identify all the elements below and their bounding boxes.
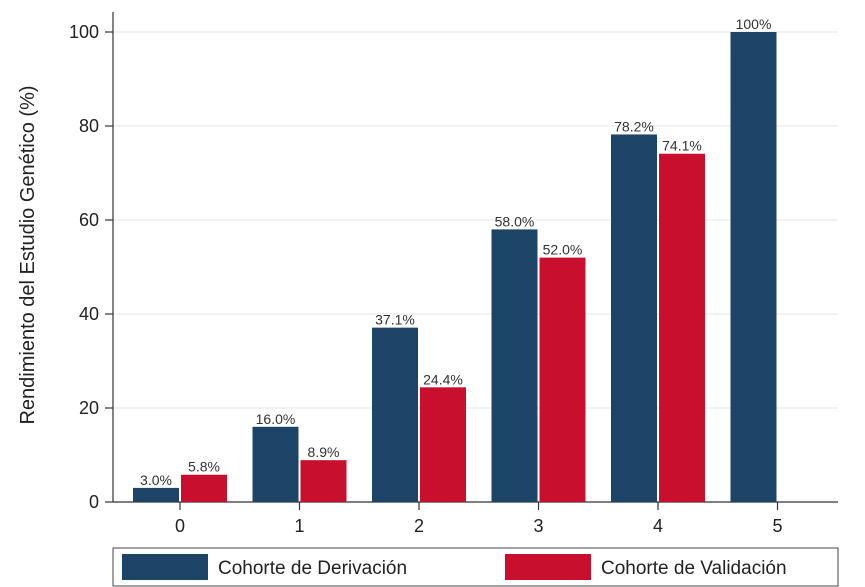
bar-validacion [420,387,466,502]
gridlines [113,31,838,409]
bars [133,32,777,503]
y-tick-label: 20 [79,398,99,418]
legend-swatch-validacion [505,554,591,580]
y-tick-label: 80 [79,116,99,136]
bar-validacion [300,460,347,502]
legend-swatch-derivacion [122,554,208,580]
x-tick-label: 3 [533,516,543,536]
bar-validacion [539,257,586,502]
data-label: 37.1% [375,312,415,328]
data-label: 8.9% [308,444,340,460]
data-label: 58.0% [495,213,535,229]
y-axis-title: Rendimiento del Estudio Genético (%) [17,85,39,424]
y-tick-label: 0 [89,492,99,512]
legend: Cohorte de Derivación Cohorte de Validaci… [112,547,839,587]
bar-derivacion [730,32,777,502]
data-label: 100% [736,16,772,32]
y-tick-label: 60 [79,210,99,230]
bar-derivacion [252,426,299,502]
bar-derivacion [491,229,538,502]
bar-derivacion [372,327,418,502]
x-tick-label: 4 [653,516,663,536]
axes: 0 20 40 60 80 100 0 1 2 3 4 5 [69,12,838,536]
bar-validacion [659,153,705,503]
x-tick-label: 2 [414,516,424,536]
data-label: 52.0% [543,242,583,258]
legend-label-validacion: Cohorte de Validación [601,558,787,579]
data-label: 3.0% [140,472,172,488]
legend-box [112,547,839,587]
y-tick-label: 100 [69,22,99,42]
x-tick-label: 5 [772,516,782,536]
data-label: 5.8% [188,459,220,475]
data-labels: 3.0% 5.8% 16.0% 8.9% 37.1% 24.4% 58.0% 52.0% 78.… [140,16,771,488]
y-tick-label: 40 [79,304,99,324]
x-tick-label: 0 [175,516,185,536]
data-label: 78.2% [614,118,654,134]
bar-validacion [181,474,227,502]
legend-label-derivacion: Cohorte de Derivación [218,558,407,579]
data-label: 74.1% [662,138,702,154]
bar-derivacion [133,487,179,502]
x-tick-label: 1 [294,516,304,536]
bar-derivacion [611,134,657,502]
data-label: 16.0% [256,411,296,427]
data-label: 24.4% [423,371,463,387]
